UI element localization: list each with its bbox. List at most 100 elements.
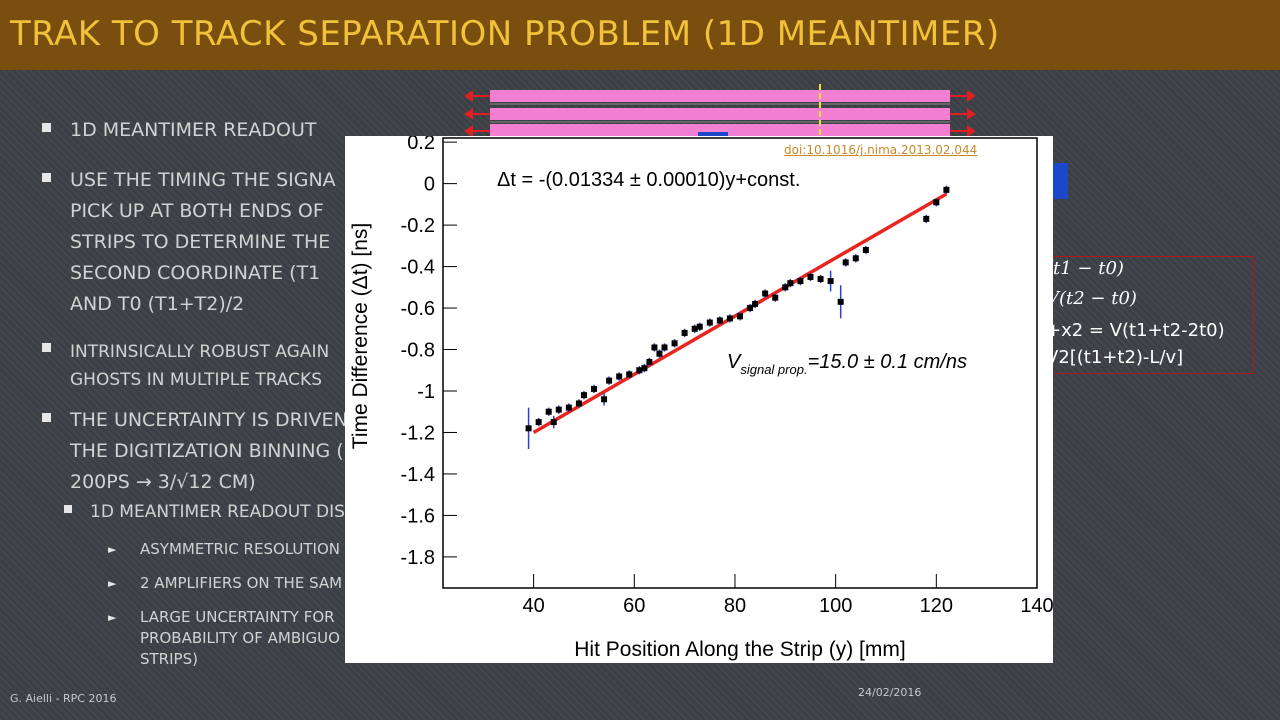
bullet-3-line-2: GHOSTS IN MULTIPLE TRACKS xyxy=(70,370,322,390)
bullet-2-line-1: USE THE TIMING THE SIGNA xyxy=(70,169,336,191)
blue-accent-bar xyxy=(1052,163,1068,199)
equation-3: +x2 = V(t1+t2-2t0) xyxy=(1046,320,1225,341)
y-tick-label: -1 xyxy=(417,381,435,403)
data-point xyxy=(636,367,643,374)
data-point xyxy=(641,365,648,372)
y-tick-label: 0.2 xyxy=(407,136,435,154)
left-arrows xyxy=(464,90,490,137)
bullet-4-line-2: THE DIGITIZATION BINNING (E. xyxy=(70,440,362,462)
data-point xyxy=(691,325,698,332)
sub-bullet-marker: ► xyxy=(108,611,117,624)
y-tick-label: -0.8 xyxy=(401,340,435,362)
data-point xyxy=(601,396,608,403)
bullet-marker xyxy=(42,173,51,182)
y-tick-label: -0.4 xyxy=(401,257,435,279)
y-axis-label: Time Difference (Δt) [ns] xyxy=(349,223,372,449)
x-tick-label: 120 xyxy=(920,595,953,617)
fit-annotation: Δt = -(0.01334 ± 0.00010)y+const. xyxy=(497,169,800,191)
data-point xyxy=(726,315,733,322)
strip-schematic xyxy=(464,84,976,140)
sub-bullet-4-line-2: PROBABILITY OF AMBIGUO xyxy=(140,629,340,647)
bullet-marker xyxy=(42,343,51,352)
x-axis-ticks: 40 60 80 100 120 140 xyxy=(522,574,1053,617)
bullet-4-line-3: 200PS → 3/√12 CM) xyxy=(70,471,256,493)
timing-plot: 0.2 0 -0.2 -0.4 -0.6 -0.8 -1 -1.2 -1.4 -1.6 -1.8 4… xyxy=(345,136,1053,663)
sub-bullet-4-line-1: LARGE UNCERTAINTY FOR xyxy=(140,608,335,626)
data-point xyxy=(782,284,789,291)
x-tick-label: 100 xyxy=(819,595,852,617)
bullet-marker xyxy=(42,413,51,422)
data-point xyxy=(852,255,859,262)
y-tick-label: -0.6 xyxy=(401,298,435,320)
data-point xyxy=(787,280,794,287)
data-point xyxy=(862,246,869,253)
sub-bullet-4-line-3: STRIPS) xyxy=(140,650,198,668)
y-axis-ticks: 0.2 0 -0.2 -0.4 -0.6 -0.8 -1 -1.2 -1.4 -1.6 -1.8 xyxy=(401,136,457,569)
x-axis-label: Hit Position Along the Strip (y) [mm] xyxy=(574,638,905,661)
data-point xyxy=(837,298,844,305)
velocity-annotation: Vsignal prop.=15.0 ± 0.1 cm/ns xyxy=(727,351,967,377)
data-point xyxy=(681,329,688,336)
doi-link[interactable]: doi:10.1016/j.nima.2013.02.044 xyxy=(784,143,978,157)
data-point xyxy=(535,419,542,426)
data-point xyxy=(797,278,804,285)
y-tick-label: -0.2 xyxy=(401,215,435,237)
data-point xyxy=(525,425,532,432)
data-point xyxy=(716,317,723,324)
data-point xyxy=(696,323,703,330)
plot-frame xyxy=(442,137,1038,589)
data-point xyxy=(737,313,743,320)
data-point xyxy=(575,400,582,407)
data-point xyxy=(555,406,562,413)
slide-title: TRAK TO TRACK SEPARATION PROBLEM (1D MEA… xyxy=(10,14,1000,54)
data-point xyxy=(591,385,598,392)
data-point xyxy=(807,273,814,280)
bullet-2-line-5: AND T0 (T1+T2)/2 xyxy=(70,293,245,315)
data-point xyxy=(545,408,552,415)
x-tick-label: 40 xyxy=(522,595,544,617)
equation-1: (t1 − t0) xyxy=(1046,258,1124,279)
data-point xyxy=(651,344,658,351)
data-point xyxy=(943,186,950,193)
data-point xyxy=(565,404,572,411)
equation-4: V2[(t1+t2)-L/v] xyxy=(1046,347,1184,368)
x-tick-label: 60 xyxy=(623,595,645,617)
data-point xyxy=(772,294,779,301)
sub-bullet-3: 2 AMPLIFIERS ON THE SAM xyxy=(140,574,343,592)
bullet-2-line-2: PICK UP AT BOTH ENDS OF xyxy=(70,200,324,222)
data-point xyxy=(661,344,668,351)
sub-bullet-marker: ► xyxy=(108,577,117,590)
bullet-4-line-1: THE UNCERTAINTY IS DRIVEN B xyxy=(70,409,367,431)
strip-2 xyxy=(490,108,950,120)
sub-bullet-1: 1D MEANTIMER READOUT DIS xyxy=(90,502,345,522)
data-point xyxy=(580,392,587,399)
y-tick-label: -1.4 xyxy=(401,464,435,486)
data-point xyxy=(616,373,623,380)
velocity-value: =15.0 ± 0.1 cm/ns xyxy=(808,351,967,373)
equation-2: V(t2 − t0) xyxy=(1046,288,1137,309)
scatter-chart: 0.2 0 -0.2 -0.4 -0.6 -0.8 -1 -1.2 -1.4 -1.6 -1.8 4… xyxy=(349,136,1053,661)
data-point xyxy=(762,290,769,297)
y-tick-label: 0 xyxy=(424,174,435,196)
data-point xyxy=(933,199,940,206)
y-tick-label: -1.8 xyxy=(401,547,435,569)
data-point xyxy=(671,340,678,347)
bullet-2-line-4: SECOND COORDINATE (T1 xyxy=(70,262,321,284)
x-tick-label: 80 xyxy=(724,595,746,617)
sub-bullet-marker: ► xyxy=(108,543,117,556)
title-bar: TRAK TO TRACK SEPARATION PROBLEM (1D MEA… xyxy=(0,0,1280,70)
y-tick-label: -1.6 xyxy=(401,505,435,527)
data-point xyxy=(752,300,759,307)
bullet-3-line-1: INTRINSICALLY ROBUST AGAIN xyxy=(70,342,330,362)
data-points xyxy=(525,185,950,450)
strip-1 xyxy=(490,90,950,102)
x-tick-label: 140 xyxy=(1020,595,1053,617)
footer-author: G. Aielli - RPC 2016 xyxy=(10,692,117,705)
data-point xyxy=(923,215,930,222)
data-point xyxy=(626,371,633,378)
right-arrows xyxy=(950,90,976,137)
data-point xyxy=(550,419,557,426)
data-point xyxy=(817,276,824,283)
strip-3 xyxy=(490,124,950,136)
